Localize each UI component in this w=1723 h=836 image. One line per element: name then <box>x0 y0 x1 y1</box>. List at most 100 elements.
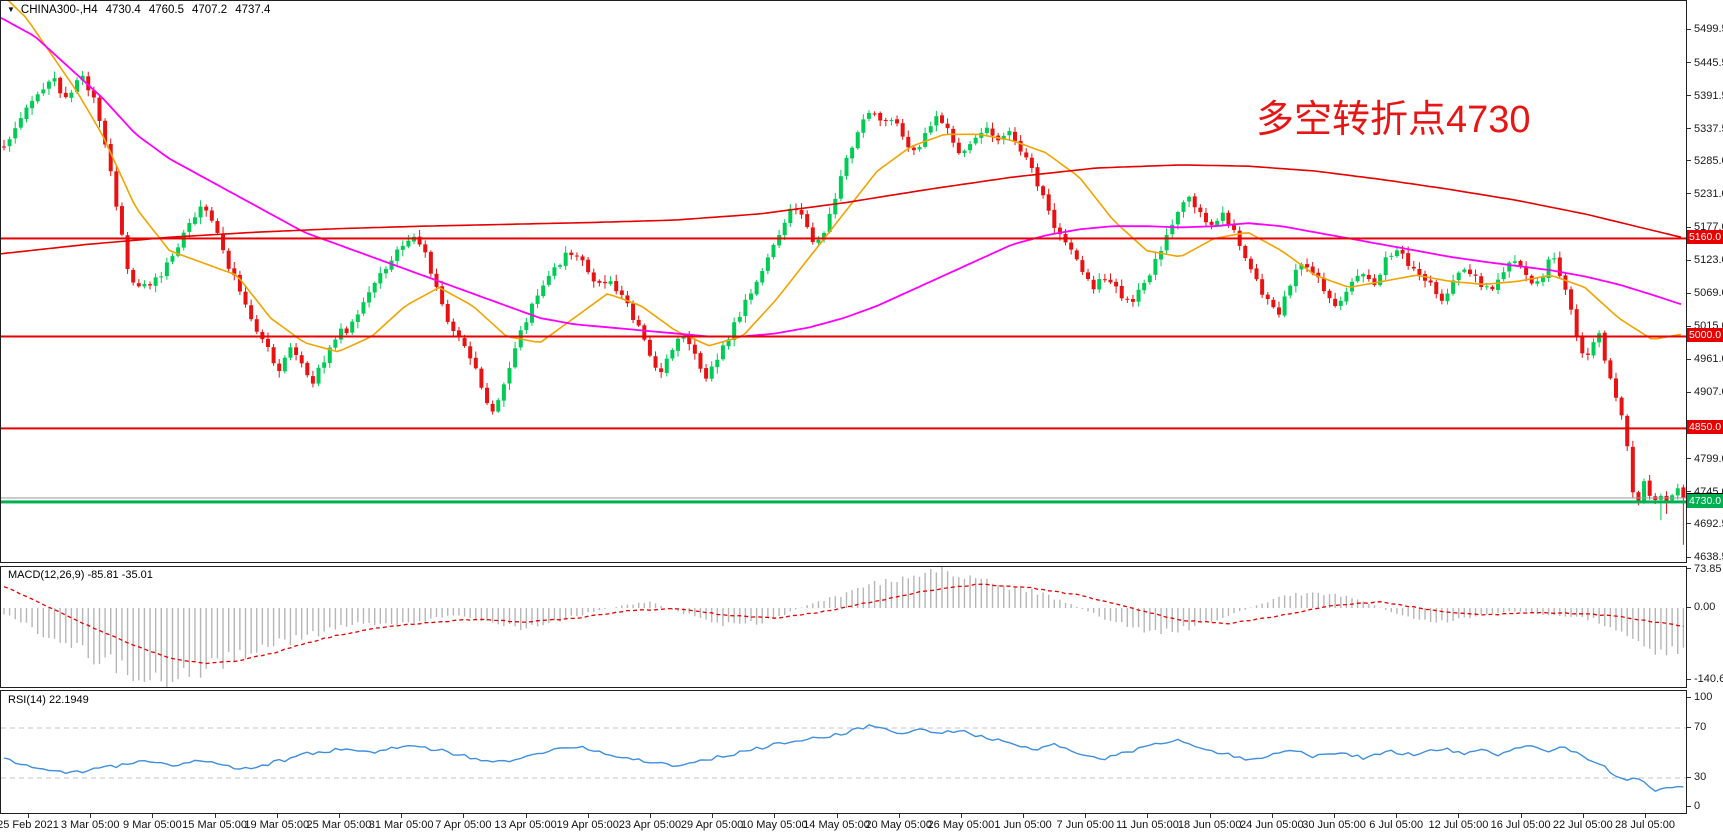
time-axis-label: 3 Mar 05:00 <box>60 819 120 831</box>
axis-tick-mark <box>1687 805 1691 807</box>
bar-open: 4730.4 <box>105 4 141 16</box>
axis-tick-label: 4692.5 <box>1694 517 1723 530</box>
time-axis-label: 20 May 05:00 <box>865 819 933 831</box>
axis-tick-label: 5445.5 <box>1694 56 1723 69</box>
time-axis-label: 1 Jun 05:00 <box>994 819 1052 831</box>
axis-tick-mark <box>1687 358 1691 360</box>
time-tick-mark <box>836 814 838 818</box>
axis-tick-mark <box>1687 491 1691 493</box>
time-tick-mark <box>774 814 776 818</box>
hline-5160.0[interactable] <box>1 237 1686 240</box>
macd-label: MACD(12,26,9) -85.81 -35.01 <box>8 569 153 581</box>
axis-tick-label: 4638.5 <box>1694 551 1723 563</box>
axis-tick-mark <box>1687 696 1691 698</box>
time-axis-label: 14 May 05:00 <box>803 819 870 831</box>
time-axis-label: 30 Jun 05:00 <box>1302 819 1366 831</box>
hline-4850.0[interactable] <box>1 427 1686 430</box>
macd-panel[interactable] <box>0 566 1687 688</box>
bar-low: 4707.2 <box>192 4 228 16</box>
time-axis-label: 29 Apr 05:00 <box>680 819 744 831</box>
time-tick-mark <box>1209 814 1211 818</box>
bar-high: 4760.5 <box>148 4 184 16</box>
ma-mid-magenta <box>1 17 1682 338</box>
time-axis-label: 19 Mar 05:00 <box>244 819 310 831</box>
time-tick-mark <box>152 814 154 818</box>
axis-tick-label: 5069.0 <box>1694 287 1723 300</box>
time-tick-mark <box>587 814 589 818</box>
axis-tick-label: 5499.5 <box>1694 23 1723 36</box>
time-tick-mark <box>649 814 651 818</box>
axis-tick-mark <box>1687 556 1691 558</box>
axis-tick-mark <box>1687 160 1691 162</box>
axis-tick-mark <box>1687 568 1691 570</box>
axis-tick-label: -140.67 <box>1694 673 1723 686</box>
time-axis-label: 18 Jun 05:00 <box>1177 819 1242 831</box>
time-axis-label: 22 Jul 05:00 <box>1552 819 1613 831</box>
axis-tick-mark <box>1687 391 1691 393</box>
candlestick-chart[interactable] <box>1 1 1686 562</box>
price-badge-4730.0: 4730.0 <box>1687 493 1723 508</box>
axis-tick-label: 5391.5 <box>1694 89 1723 102</box>
time-tick-mark <box>525 814 527 818</box>
axis-tick-label: 4907.0 <box>1694 386 1723 399</box>
axis-tick-label: 0 <box>1694 800 1701 812</box>
time-tick-mark <box>960 814 962 818</box>
axis-tick-mark <box>1687 325 1691 327</box>
axis-tick-mark <box>1687 776 1691 778</box>
rsi-panel[interactable] <box>0 690 1687 814</box>
axis-tick-mark <box>1687 193 1691 195</box>
rsi-label: RSI(14) 22.1949 <box>8 694 89 706</box>
time-axis-label: 16 Jul 05:00 <box>1490 819 1551 831</box>
time-tick-mark <box>1271 814 1273 818</box>
hline-5000.0[interactable] <box>1 335 1686 338</box>
symbol-info-bar: ▼ CHINA300-,H4 4730.4 4760.5 4707.2 4737… <box>7 4 270 16</box>
time-axis[interactable]: 25 Feb 2021 3 Mar 05:00 9 Mar 05:00 15 Mar … <box>0 814 1687 836</box>
time-tick-mark <box>90 814 92 818</box>
time-axis-label: 19 Apr 05:00 <box>556 819 619 831</box>
axis-tick-label: 5177.0 <box>1694 221 1723 234</box>
axis-tick-label: 100 <box>1694 691 1713 703</box>
symbol-instrument: CHINA300-,H4 <box>20 4 98 16</box>
time-tick-mark <box>28 814 29 818</box>
price-badge-5000.0: 5000.0 <box>1687 328 1723 343</box>
time-tick-mark <box>1085 814 1087 818</box>
time-tick-mark <box>463 814 465 818</box>
axis-tick-label: 73.85 <box>1694 562 1722 575</box>
time-tick-mark <box>214 814 216 818</box>
axis-tick-mark <box>1687 678 1691 680</box>
time-tick-mark <box>1458 814 1460 818</box>
macd-chart[interactable] <box>1 567 1686 687</box>
axis-tick-label: 4799.0 <box>1694 452 1723 465</box>
time-axis-label: 10 May 05:00 <box>740 819 808 831</box>
rsi-chart[interactable] <box>1 691 1686 813</box>
time-tick-mark <box>276 814 278 818</box>
axis-tick-mark <box>1687 726 1691 728</box>
annotation-text: 多空转折点4730 <box>1256 99 1531 141</box>
ma-fast-orange <box>7 1 1682 353</box>
axis-tick-mark <box>1687 458 1691 460</box>
time-tick-mark <box>1023 814 1025 818</box>
ma-slow-red <box>1 164 1682 255</box>
time-tick-mark <box>1582 814 1584 818</box>
time-tick-mark <box>1520 814 1522 818</box>
axis-tick-label: 30 <box>1694 771 1707 783</box>
axis-tick-label: 5337.5 <box>1694 122 1723 135</box>
axis-tick-mark <box>1687 226 1691 228</box>
axis-tick-label: 5123.0 <box>1694 254 1723 267</box>
axis-tick-label: 70 <box>1694 721 1707 733</box>
symbol-dropdown-icon[interactable]: ▼ <box>7 5 15 14</box>
price-axis[interactable]: 5499.5 5445.5 5391.5 5337.5 5285.0 5231.0 5177… <box>1687 0 1723 836</box>
price-badge-4850.0: 4850.0 <box>1687 420 1723 435</box>
axis-tick-label: 5231.0 <box>1694 187 1723 200</box>
time-axis-label: 25 Feb 2021 <box>0 819 59 831</box>
hline-4730.0[interactable] <box>1 500 1686 504</box>
time-axis-label: 7 Apr 05:00 <box>435 819 492 831</box>
time-axis-label: 13 Apr 05:00 <box>494 819 557 831</box>
time-tick-mark <box>1334 814 1336 818</box>
time-tick-mark <box>1645 814 1646 818</box>
time-axis-label: 7 Jun 05:00 <box>1056 819 1115 831</box>
time-tick-mark <box>338 814 340 818</box>
time-axis-label: 6 Jul 05:00 <box>1369 819 1424 831</box>
main-price-panel[interactable] <box>0 0 1687 563</box>
